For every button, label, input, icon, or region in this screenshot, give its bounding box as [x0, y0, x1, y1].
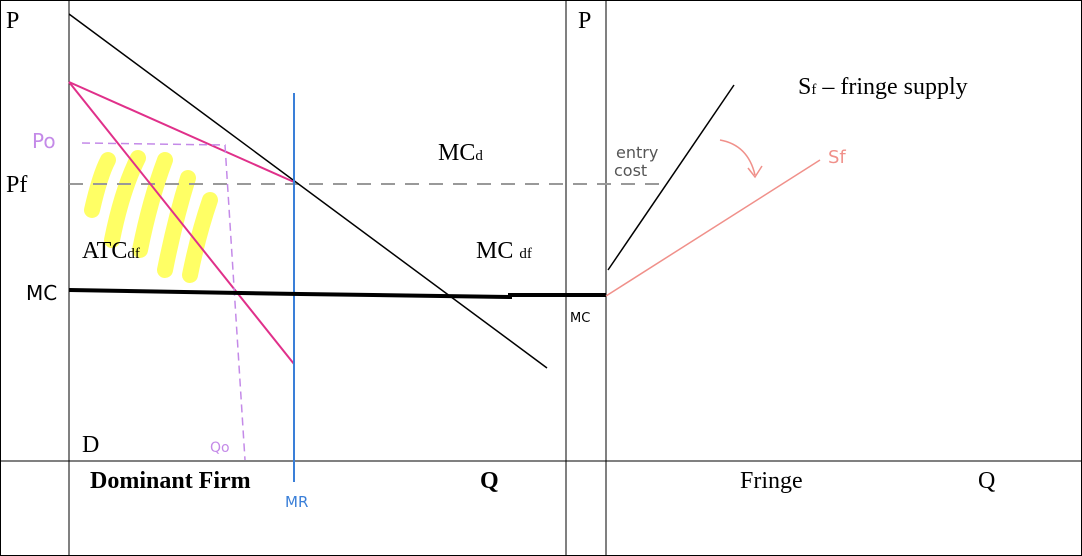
pf-label: Pf: [6, 172, 27, 198]
sub: df: [127, 246, 140, 262]
q-label-right: Q: [978, 468, 995, 494]
d-label: D: [82, 432, 99, 458]
mc-line: [68, 288, 606, 300]
sub: d: [475, 148, 483, 164]
entry-supply: [607, 84, 735, 271]
main: MC: [476, 238, 513, 264]
entry-cost: entry cost: [614, 143, 658, 180]
shaded-area: [84, 150, 218, 283]
line: entry: [616, 143, 658, 162]
mr-curve: [68, 81, 295, 365]
sub: df: [519, 246, 532, 262]
po-label: Po: [32, 129, 56, 153]
left-title: Dominant Firm: [90, 468, 251, 494]
fringe-supply: [605, 159, 821, 297]
atcdf-label: ATCdf: [82, 238, 140, 264]
rest: – fringe supply: [816, 74, 967, 100]
mcd-label: MCd: [438, 140, 483, 166]
sf-label: Sf: [828, 147, 846, 168]
po-qo-lines: [81, 142, 246, 461]
qo-label: Qo: [210, 440, 230, 456]
q-label: Q: [480, 468, 499, 494]
p-label-right: P: [578, 8, 591, 34]
shift-arrow: [719, 139, 763, 179]
mcdf-label: MC df: [476, 238, 532, 264]
main: ATC: [82, 238, 127, 264]
mc-label: MC: [26, 281, 57, 305]
mc-label-right: MC: [570, 311, 590, 326]
supply-label: Sf – fringe supply: [798, 74, 968, 100]
mr-label: MR: [285, 493, 308, 511]
main: S: [798, 74, 811, 100]
sub: f: [811, 82, 816, 98]
p-label: P: [6, 8, 19, 34]
right-title: Fringe: [740, 468, 803, 494]
line: cost: [614, 161, 647, 180]
main: MC: [438, 140, 475, 166]
demand: [68, 13, 548, 369]
mcd: [68, 81, 295, 183]
